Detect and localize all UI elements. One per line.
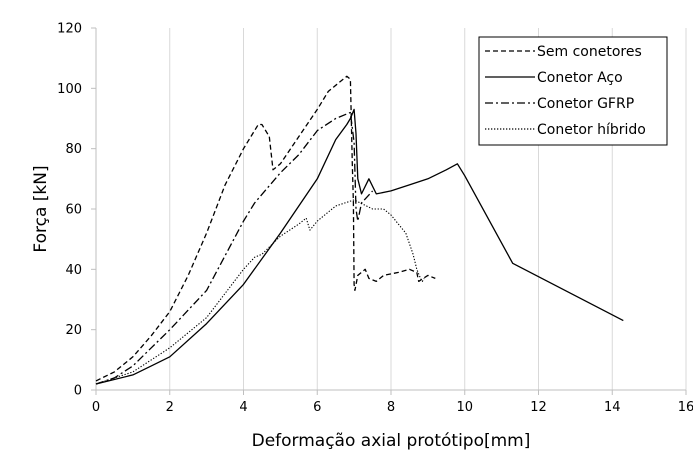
x-tick-label: 16 [678, 400, 693, 415]
y-tick-label: 60 [65, 203, 82, 218]
x-tick-label: 4 [239, 400, 247, 415]
y-tick-labels: 0 20 40 60 80 100 120 [57, 22, 96, 399]
x-tick-label: 14 [604, 400, 621, 415]
y-tick-label: 20 [65, 323, 82, 338]
x-tick-label: 6 [313, 400, 321, 415]
y-tick-label: 80 [65, 142, 82, 157]
y-axis-label: Força [kN] [31, 165, 51, 252]
y-tick-label: 0 [74, 384, 82, 399]
legend-label: Sem conetores [537, 44, 642, 60]
y-tick-label: 40 [65, 263, 82, 278]
legend-label: Conetor híbrido [537, 122, 646, 138]
x-tick-label: 0 [92, 400, 100, 415]
legend-label: Conetor GFRP [537, 96, 634, 112]
legend: Sem conetores Conetor Aço Conetor GFRP Cone… [479, 37, 667, 145]
series-line [96, 200, 424, 384]
x-tick-label: 10 [456, 400, 473, 415]
x-tick-label: 12 [530, 400, 547, 415]
series-line [96, 76, 435, 381]
series-line [96, 113, 373, 385]
x-tick-label: 8 [387, 400, 395, 415]
legend-label: Conetor Aço [537, 70, 623, 86]
x-tick-labels: 0 2 4 6 8 10 12 14 16 [92, 390, 693, 415]
x-tick-label: 2 [166, 400, 174, 415]
x-axis-label: Deformação axial protótipo[mm] [252, 431, 531, 451]
y-tick-label: 120 [57, 22, 82, 37]
y-tick-label: 100 [57, 82, 82, 97]
